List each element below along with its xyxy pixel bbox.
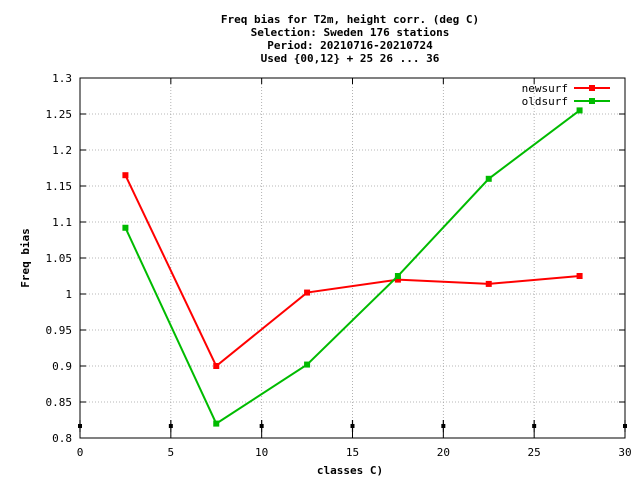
count-marker-point (441, 424, 446, 428)
count-marker-point (532, 424, 537, 428)
data-point-oldsurf (485, 175, 492, 182)
y-axis-label: Freq bias (19, 228, 32, 288)
x-tick-label: 30 (618, 446, 631, 459)
legend-marker-oldsurf (589, 98, 595, 104)
legend-label-newsurf: newsurf (522, 82, 568, 95)
x-tick-label: 5 (168, 446, 175, 459)
data-point-oldsurf (576, 107, 583, 114)
count-marker-point (350, 424, 355, 428)
y-tick-label: 1.1 (52, 216, 72, 229)
data-point-newsurf (122, 172, 129, 179)
x-axis-label: classes C) (317, 464, 383, 477)
data-point-newsurf (576, 273, 583, 279)
axes: 0.8 0.85 0.9 0.95 1 1.05 1.1 1.15 1.2 1.25 1.3 0 5 10… (46, 72, 632, 459)
legend-marker-newsurf (589, 85, 595, 91)
data-point-oldsurf (213, 420, 220, 427)
y-tick-label: 0.95 (46, 324, 73, 337)
x-tick-label: 15 (346, 446, 359, 459)
y-tick-label: 1.2 (52, 144, 72, 157)
y-tick-label: 1.05 (46, 252, 73, 265)
y-tick-label: 0.8 (52, 432, 72, 445)
y-tick-label: 0.9 (52, 360, 72, 373)
chart-title: Freq bias for T2m, height corr. (deg C) … (221, 13, 479, 65)
count-marker-point (168, 424, 173, 428)
data-point-oldsurf (304, 361, 311, 368)
x-tick-label: 0 (77, 446, 84, 459)
count-marker-point (623, 424, 627, 428)
count-marker-point (259, 424, 264, 428)
x-tick-label: 20 (437, 446, 450, 459)
grid (80, 78, 625, 438)
x-tick-label: 10 (255, 446, 268, 459)
y-tick-label: 1 (65, 288, 72, 301)
title-line-1: Freq bias for T2m, height corr. (deg C) (221, 13, 479, 26)
title-line-3: Period: 20210716-20210724 (267, 39, 433, 52)
data-point-oldsurf (394, 273, 401, 279)
data-point-newsurf (485, 280, 492, 287)
series (122, 107, 583, 427)
y-tick-label: 1.3 (52, 72, 72, 85)
count-marker-point (78, 424, 82, 428)
y-tick-label: 1.15 (46, 180, 73, 193)
data-point-newsurf (394, 276, 401, 283)
y-tick-label: 0.85 (46, 396, 73, 409)
title-line-4: Used {00,12} + 25 26 ... 36 (261, 52, 440, 65)
data-point-newsurf (213, 363, 220, 369)
y-tick-label: 1.25 (46, 108, 73, 121)
data-point-newsurf (304, 289, 311, 296)
data-point-oldsurf (122, 224, 129, 231)
series-line-newsurf (124, 174, 580, 368)
legend-label-oldsurf: oldsurf (522, 95, 568, 108)
x-tick-label: 25 (528, 446, 541, 459)
title-line-2: Selection: Sweden 176 stations (251, 26, 450, 39)
series-line-oldsurf (124, 109, 581, 426)
